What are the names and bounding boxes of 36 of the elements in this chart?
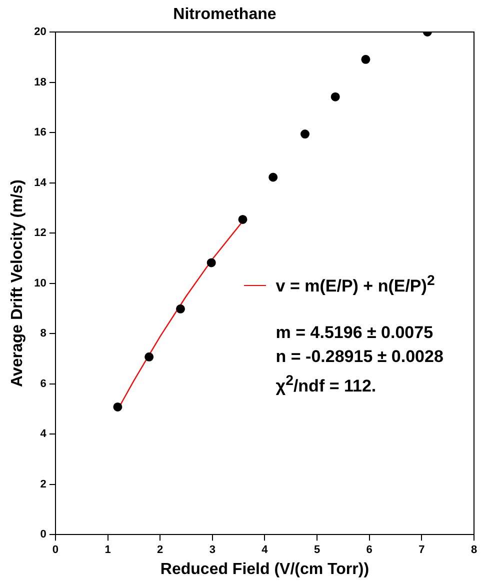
- x-tick-label: 5: [314, 544, 320, 556]
- point: [268, 172, 278, 182]
- y-tick-label: 2: [40, 478, 46, 490]
- x-tick-label: 1: [104, 544, 111, 556]
- y-tick-label: 4: [40, 428, 48, 440]
- legend-label: v = m(E/P) + n(E/P)$^{2}$: [276, 273, 435, 297]
- chart-title: Nitromethane: [172, 6, 278, 24]
- point: [144, 352, 154, 362]
- y-tick-label: 12: [34, 227, 46, 240]
- point: [238, 214, 248, 224]
- x-tick-label: 4: [262, 544, 269, 556]
- y-tick-label: 18: [34, 76, 46, 88]
- x-tick-label: 2: [157, 544, 164, 556]
- point: [176, 304, 185, 314]
- point: [300, 130, 310, 139]
- x-tick-label: 0: [52, 544, 58, 556]
- y-tick-label: 20: [34, 26, 46, 38]
- annotation: n = -0.28915 ± 0.0028: [276, 346, 444, 368]
- point: [361, 54, 370, 64]
- y-tick-label: 6: [40, 378, 46, 390]
- point: [206, 258, 216, 268]
- y-tick-label: 10: [34, 277, 46, 290]
- x-tick-label: 6: [366, 544, 372, 556]
- annotation: m = 4.5196 ± 0.0075: [276, 322, 434, 344]
- y-tick-label: 16: [34, 126, 46, 139]
- x-tick-label: 3: [209, 544, 216, 556]
- y-axis-title: Average Drift Velocity (m/s): [9, 180, 26, 388]
- point: [113, 402, 122, 412]
- point: [330, 92, 340, 102]
- x-axis-title: Reduced Field (V/(cm Torr)): [160, 560, 370, 578]
- x-tick-label: 8: [470, 544, 478, 556]
- x-tick-label: 7: [418, 544, 425, 556]
- y-tick-label: 14: [34, 176, 48, 189]
- y-tick-label: 0: [40, 528, 46, 541]
- y-tick-label: 8: [40, 328, 46, 340]
- annotation: χ$^{2}$/ndf = 112.: [276, 372, 378, 398]
